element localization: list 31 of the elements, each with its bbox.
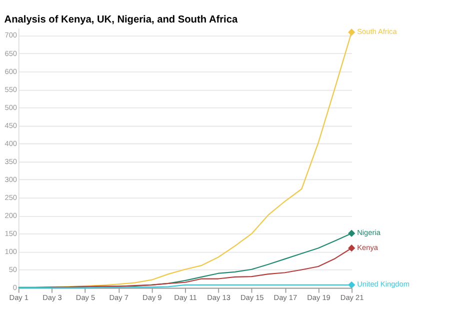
x-tick-label: Day 7 (109, 293, 128, 302)
series-label: Kenya (357, 242, 379, 252)
x-tick-label: Day 1 (9, 293, 28, 302)
x-tick-label: Day 3 (42, 293, 62, 302)
y-tick-label: 650 (4, 48, 18, 58)
y-tick-label: 50 (8, 265, 18, 274)
y-tick-label: 350 (4, 156, 18, 166)
y-tick-label: 200 (4, 210, 18, 220)
y-tick-label: 700 (4, 30, 18, 40)
chart-title: Analysis of Kenya, UK, Nigeria, and South Africa (4, 14, 238, 26)
x-tick-label: Day 21 (340, 293, 364, 302)
y-tick-label: 250 (4, 192, 18, 202)
y-tick-label: 150 (4, 229, 18, 238)
y-tick-label: 600 (4, 66, 18, 76)
series-label: South Africa (357, 27, 398, 36)
y-tick-label: 550 (4, 84, 18, 94)
y-tick-label: 400 (4, 138, 18, 148)
y-tick-label: 100 (4, 247, 18, 256)
x-tick-label: Day 15 (240, 293, 264, 302)
y-tick-label: 0 (12, 283, 18, 292)
x-tick-label: Day 5 (76, 293, 96, 302)
x-tick-label: Day 13 (207, 293, 230, 302)
x-tick-label: Day 17 (274, 293, 298, 302)
x-tick-label: Day 9 (142, 293, 162, 302)
y-tick-label: 500 (4, 102, 18, 112)
y-tick-label: 300 (4, 174, 18, 184)
series-label: United Kingdom (357, 280, 410, 289)
y-tick-label: 450 (4, 120, 18, 130)
series-label: Nigeria (357, 228, 382, 238)
x-tick-label: Day 19 (307, 293, 330, 302)
x-tick-label: Day 11 (174, 293, 197, 302)
